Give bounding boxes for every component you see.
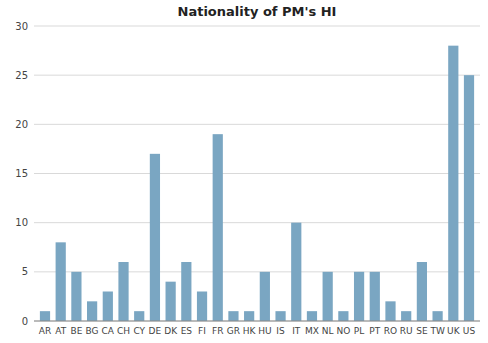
y-tick-label: 25 xyxy=(15,70,28,81)
x-axis: AR AT BE BGCACHCY DEDKES FI FR GRHKHU IS IT MXNLNO… xyxy=(34,321,480,336)
bar xyxy=(464,75,474,321)
bar xyxy=(87,301,97,321)
bar xyxy=(448,46,458,321)
bar xyxy=(417,262,427,321)
bar xyxy=(354,272,364,321)
x-tick-label: BG xyxy=(86,326,99,336)
bar xyxy=(166,282,176,321)
x-tick-label: DK xyxy=(164,326,178,336)
bar xyxy=(307,311,317,321)
grid-line xyxy=(34,271,480,272)
x-tick-label: CY xyxy=(133,326,145,336)
x-tick-label: SE xyxy=(416,326,428,336)
x-tick-label: GR xyxy=(227,326,240,336)
bar xyxy=(275,311,285,321)
x-tick-label: US xyxy=(463,326,476,336)
bar xyxy=(323,272,333,321)
bars xyxy=(40,46,474,321)
bar xyxy=(228,311,238,321)
x-tick-label: RO xyxy=(384,326,397,336)
x-tick-label: UK xyxy=(447,326,461,336)
bar xyxy=(338,311,348,321)
x-tick-label: HU xyxy=(258,326,271,336)
x-tick-label: RU xyxy=(400,326,413,336)
x-tick-label: AR xyxy=(39,326,51,336)
bar xyxy=(103,292,113,322)
bar xyxy=(56,242,66,321)
x-tick-label: CA xyxy=(102,326,115,336)
bar xyxy=(134,311,144,321)
chart-container: 0 5 10 15 20 25 30 AR AT BE BGCACHCY DEDKES FI FR GRHK… xyxy=(0,0,488,343)
chart-title: Nationality of PM's HI xyxy=(178,4,337,19)
x-axis-line xyxy=(34,321,480,322)
x-tick-label: FR xyxy=(212,326,223,336)
x-tick-label: HK xyxy=(243,326,257,336)
y-tick-label: 30 xyxy=(15,21,28,32)
x-tick-label: PL xyxy=(354,326,364,336)
x-tick-label: ES xyxy=(181,326,193,336)
grid-line xyxy=(34,124,480,125)
bar xyxy=(181,262,191,321)
bar xyxy=(150,154,160,321)
x-tick-label: IT xyxy=(292,326,301,336)
y-tick-label: 10 xyxy=(15,217,28,228)
x-tick-label: NO xyxy=(336,326,350,336)
bar xyxy=(370,272,380,321)
y-axis: 0 5 10 15 20 25 30 xyxy=(15,21,28,327)
bar xyxy=(71,272,81,321)
grid xyxy=(34,26,480,321)
bar xyxy=(197,292,207,322)
bar xyxy=(213,134,223,321)
x-tick-label: AT xyxy=(55,326,66,336)
bar xyxy=(401,311,411,321)
y-tick-label: 5 xyxy=(22,266,28,277)
bar xyxy=(244,311,254,321)
x-tick-label: DE xyxy=(149,326,162,336)
y-tick-label: 15 xyxy=(15,168,28,179)
y-tick-label: 0 xyxy=(22,316,28,327)
grid-line xyxy=(34,75,480,76)
bar xyxy=(118,262,128,321)
x-tick-label: CH xyxy=(117,326,130,336)
y-tick-label: 20 xyxy=(15,119,28,130)
bar xyxy=(291,223,301,321)
grid-line xyxy=(34,173,480,174)
bar xyxy=(432,311,442,321)
grid-line xyxy=(34,321,480,322)
grid-line xyxy=(34,222,480,223)
bar xyxy=(40,311,50,321)
chart-svg: 0 5 10 15 20 25 30 AR AT BE BGCACHCY DEDKES FI FR GRHK… xyxy=(0,0,488,343)
x-tick-label: IS xyxy=(276,326,285,336)
x-tick-label: BE xyxy=(70,326,82,336)
grid-line xyxy=(34,26,480,27)
x-tick-label: PT xyxy=(369,326,380,336)
bar xyxy=(385,301,395,321)
x-tick-label: MX xyxy=(305,326,319,336)
bar xyxy=(260,272,270,321)
x-tick-label: TW xyxy=(429,326,444,336)
x-tick-label: NL xyxy=(322,326,334,336)
x-tick-label: FI xyxy=(198,326,206,336)
